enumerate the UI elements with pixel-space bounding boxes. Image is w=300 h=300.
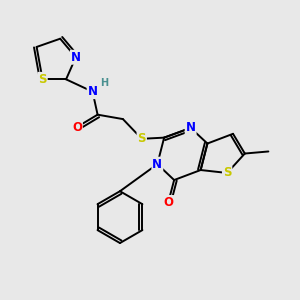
Text: N: N: [152, 158, 162, 171]
Text: S: S: [223, 167, 231, 179]
Text: S: S: [38, 73, 47, 86]
Text: H: H: [100, 79, 108, 88]
Text: O: O: [163, 196, 173, 209]
Text: S: S: [137, 132, 146, 145]
Text: N: N: [186, 122, 196, 134]
Text: N: N: [88, 85, 98, 98]
Text: N: N: [71, 51, 81, 64]
Text: O: O: [72, 121, 82, 134]
